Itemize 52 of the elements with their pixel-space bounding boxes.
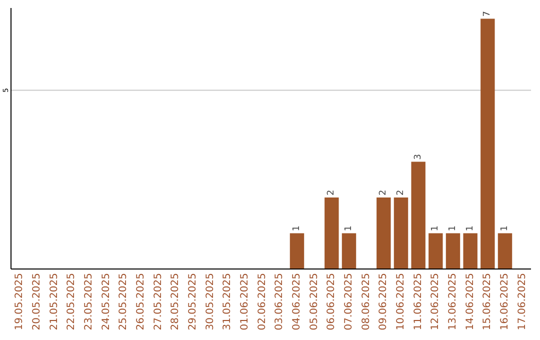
bar (290, 233, 304, 269)
x-tick-label: 31.05.2025 (222, 273, 234, 330)
x-tick-label: 20.05.2025 (32, 273, 42, 330)
x-tick-label: 13.06.2025 (448, 273, 458, 330)
x-tick-label: 27.05.2025 (152, 273, 164, 330)
x-tick-label: 23.05.2025 (84, 273, 94, 330)
data-label: 7 (482, 10, 493, 17)
bar (376, 197, 391, 269)
x-tick-label: 03.06.2025 (274, 273, 286, 330)
x-tick-label: 07.06.2025 (344, 273, 354, 330)
bar (428, 233, 443, 269)
x-tick-label: 25.05.2025 (118, 273, 130, 330)
data-label: 1 (344, 226, 354, 232)
x-tick-label: 24.05.2025 (100, 273, 112, 330)
bar (463, 233, 478, 269)
bar (342, 233, 356, 269)
bar (480, 18, 495, 269)
data-label: 2 (326, 190, 337, 196)
x-tick-label: 19.05.2025 (14, 273, 26, 330)
bar (498, 233, 512, 269)
data-label: 1 (448, 226, 458, 232)
x-tick-label: 15.06.2025 (482, 273, 494, 330)
x-tick-label: 09.06.2025 (378, 273, 390, 330)
x-tick-label: 06.06.2025 (326, 273, 338, 330)
x-tick-label: 26.05.2025 (136, 273, 146, 330)
x-tick-label: 17.06.2025 (516, 273, 528, 330)
x-tick-label: 22.05.2025 (66, 273, 78, 330)
x-tick-label: 08.06.2025 (360, 273, 372, 330)
x-tick-label: 14.06.2025 (464, 273, 476, 330)
bar (324, 197, 339, 269)
data-label: 1 (465, 226, 476, 232)
data-label: 3 (413, 154, 424, 160)
x-tick-label: 12.06.2025 (430, 273, 442, 330)
data-label: 2 (378, 190, 389, 196)
bar (394, 197, 408, 269)
data-label: 1 (292, 226, 302, 232)
x-tick-label: 28.05.2025 (170, 273, 182, 330)
x-tick-label: 05.06.2025 (308, 273, 320, 330)
data-label: 2 (396, 190, 406, 196)
x-tick-label: 29.05.2025 (188, 273, 198, 330)
x-tick-label: 30.05.2025 (204, 273, 216, 330)
bar (411, 162, 426, 269)
x-tick-label: 11.06.2025 (412, 273, 424, 330)
data-label: 1 (500, 226, 510, 232)
x-tick-label: 02.06.2025 (256, 273, 268, 330)
x-tick-label: 10.06.2025 (396, 273, 406, 330)
x-tick-label: 04.06.2025 (292, 273, 302, 330)
bar (446, 233, 460, 269)
data-label: 1 (430, 226, 441, 232)
x-tick-label: 16.06.2025 (500, 273, 510, 330)
x-tick-label: 21.05.2025 (48, 273, 60, 330)
x-tick-label: 01.06.2025 (240, 273, 250, 330)
